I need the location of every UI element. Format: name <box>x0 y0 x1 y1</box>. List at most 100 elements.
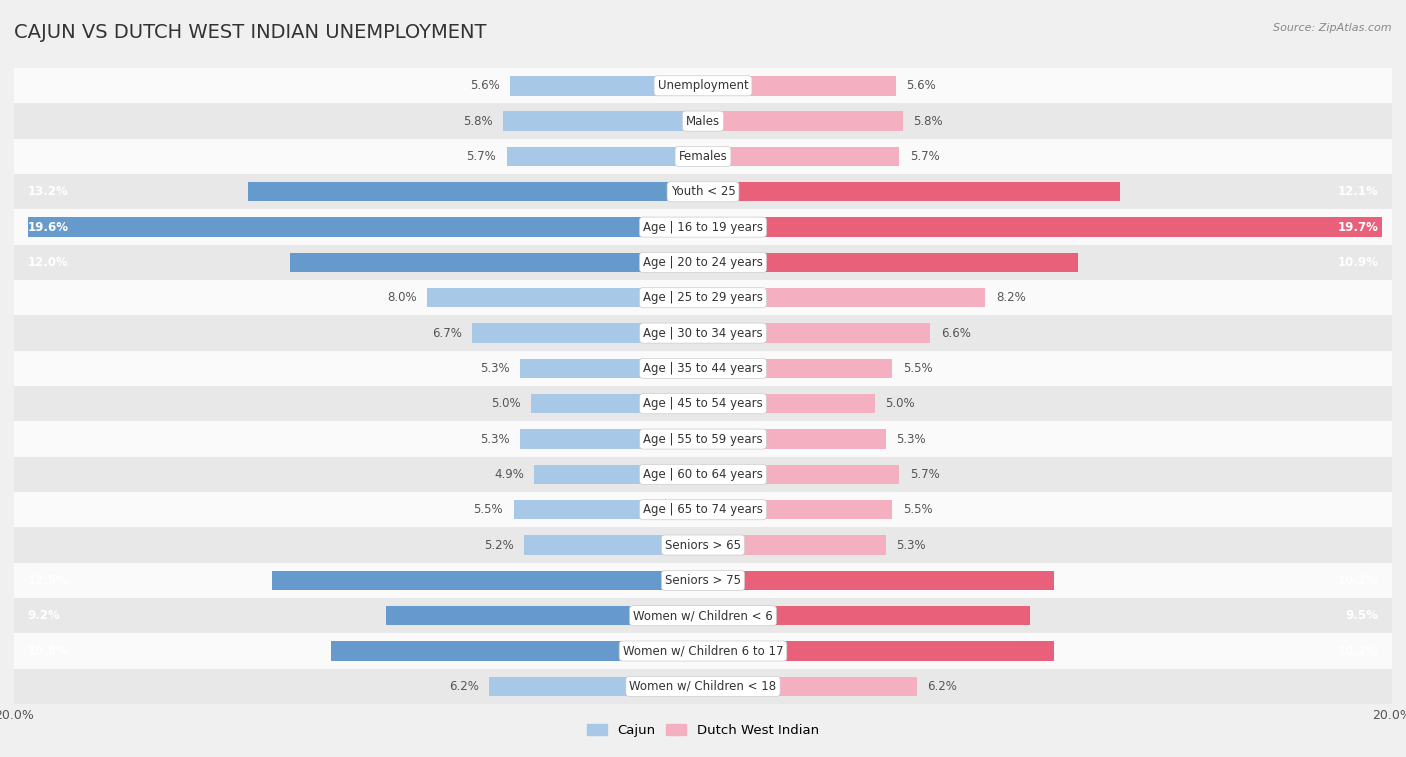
Text: 5.3%: 5.3% <box>481 362 510 375</box>
Text: 19.7%: 19.7% <box>1337 220 1378 234</box>
Text: 5.7%: 5.7% <box>467 150 496 163</box>
Text: Age | 25 to 29 years: Age | 25 to 29 years <box>643 291 763 304</box>
Text: 6.7%: 6.7% <box>432 326 461 340</box>
Bar <box>14 528 1392 562</box>
Bar <box>703 394 875 413</box>
Text: 6.2%: 6.2% <box>927 680 956 693</box>
Text: Women w/ Children < 18: Women w/ Children < 18 <box>630 680 776 693</box>
Bar <box>14 456 1392 492</box>
Text: 5.3%: 5.3% <box>481 432 510 446</box>
Text: 5.5%: 5.5% <box>903 362 932 375</box>
Text: 5.5%: 5.5% <box>474 503 503 516</box>
Bar <box>249 182 703 201</box>
Bar <box>703 535 886 555</box>
Bar <box>14 174 1392 210</box>
Bar <box>489 677 703 696</box>
Legend: Cajun, Dutch West Indian: Cajun, Dutch West Indian <box>582 718 824 742</box>
Text: 6.2%: 6.2% <box>450 680 479 693</box>
Bar <box>14 562 1392 598</box>
Bar <box>510 76 703 95</box>
Text: 5.8%: 5.8% <box>463 114 494 128</box>
Bar <box>330 641 703 661</box>
Text: 5.3%: 5.3% <box>896 538 925 552</box>
Bar <box>506 147 703 167</box>
Bar <box>14 316 1392 350</box>
Text: 5.6%: 5.6% <box>470 79 499 92</box>
Bar <box>524 535 703 555</box>
Text: Age | 30 to 34 years: Age | 30 to 34 years <box>643 326 763 340</box>
Text: 5.7%: 5.7% <box>910 150 939 163</box>
Text: Males: Males <box>686 114 720 128</box>
Text: 5.5%: 5.5% <box>903 503 932 516</box>
Bar <box>703 359 893 378</box>
Text: Women w/ Children 6 to 17: Women w/ Children 6 to 17 <box>623 644 783 658</box>
Text: 13.2%: 13.2% <box>28 185 69 198</box>
Text: 10.9%: 10.9% <box>1337 256 1378 269</box>
Bar <box>703 147 900 167</box>
Text: Women w/ Children < 6: Women w/ Children < 6 <box>633 609 773 622</box>
Bar <box>14 245 1392 280</box>
Bar <box>703 182 1119 201</box>
Bar <box>427 288 703 307</box>
Text: CAJUN VS DUTCH WEST INDIAN UNEMPLOYMENT: CAJUN VS DUTCH WEST INDIAN UNEMPLOYMENT <box>14 23 486 42</box>
Bar <box>703 76 896 95</box>
Bar <box>14 104 1392 139</box>
Text: Seniors > 75: Seniors > 75 <box>665 574 741 587</box>
Text: 5.8%: 5.8% <box>912 114 943 128</box>
Text: Age | 55 to 59 years: Age | 55 to 59 years <box>643 432 763 446</box>
Bar <box>14 598 1392 634</box>
Text: 4.9%: 4.9% <box>494 468 524 481</box>
Text: Age | 60 to 64 years: Age | 60 to 64 years <box>643 468 763 481</box>
Text: 6.6%: 6.6% <box>941 326 970 340</box>
Bar <box>703 323 931 343</box>
Text: 10.2%: 10.2% <box>1337 574 1378 587</box>
Bar <box>534 465 703 484</box>
Bar <box>14 210 1392 245</box>
Bar <box>703 677 917 696</box>
Bar <box>703 500 893 519</box>
Text: 8.2%: 8.2% <box>995 291 1025 304</box>
Bar <box>273 571 703 590</box>
Bar <box>703 429 886 449</box>
Text: 12.1%: 12.1% <box>1337 185 1378 198</box>
Bar <box>703 465 900 484</box>
Text: Unemployment: Unemployment <box>658 79 748 92</box>
Text: 5.7%: 5.7% <box>910 468 939 481</box>
Text: Age | 16 to 19 years: Age | 16 to 19 years <box>643 220 763 234</box>
Bar <box>531 394 703 413</box>
Bar <box>703 217 1382 237</box>
Bar <box>28 217 703 237</box>
Text: Females: Females <box>679 150 727 163</box>
Bar <box>14 386 1392 422</box>
Text: Age | 35 to 44 years: Age | 35 to 44 years <box>643 362 763 375</box>
Bar <box>520 359 703 378</box>
Text: 5.2%: 5.2% <box>484 538 513 552</box>
Bar <box>290 253 703 273</box>
Bar <box>703 641 1054 661</box>
Bar <box>703 111 903 131</box>
Bar <box>472 323 703 343</box>
Bar <box>703 288 986 307</box>
Text: 12.5%: 12.5% <box>28 574 69 587</box>
Bar <box>14 139 1392 174</box>
Bar <box>14 634 1392 668</box>
Text: 5.3%: 5.3% <box>896 432 925 446</box>
Text: Age | 65 to 74 years: Age | 65 to 74 years <box>643 503 763 516</box>
Bar <box>14 492 1392 528</box>
Bar <box>387 606 703 625</box>
Bar <box>520 429 703 449</box>
Text: 5.6%: 5.6% <box>907 79 936 92</box>
Bar <box>14 68 1392 104</box>
Bar <box>513 500 703 519</box>
Text: 9.5%: 9.5% <box>1346 609 1378 622</box>
Text: Age | 45 to 54 years: Age | 45 to 54 years <box>643 397 763 410</box>
Bar <box>503 111 703 131</box>
Text: 19.6%: 19.6% <box>28 220 69 234</box>
Text: Seniors > 65: Seniors > 65 <box>665 538 741 552</box>
Bar <box>14 350 1392 386</box>
Bar <box>703 571 1054 590</box>
Text: 9.2%: 9.2% <box>28 609 60 622</box>
Text: 10.2%: 10.2% <box>1337 644 1378 658</box>
Bar <box>14 422 1392 456</box>
Bar <box>703 606 1031 625</box>
